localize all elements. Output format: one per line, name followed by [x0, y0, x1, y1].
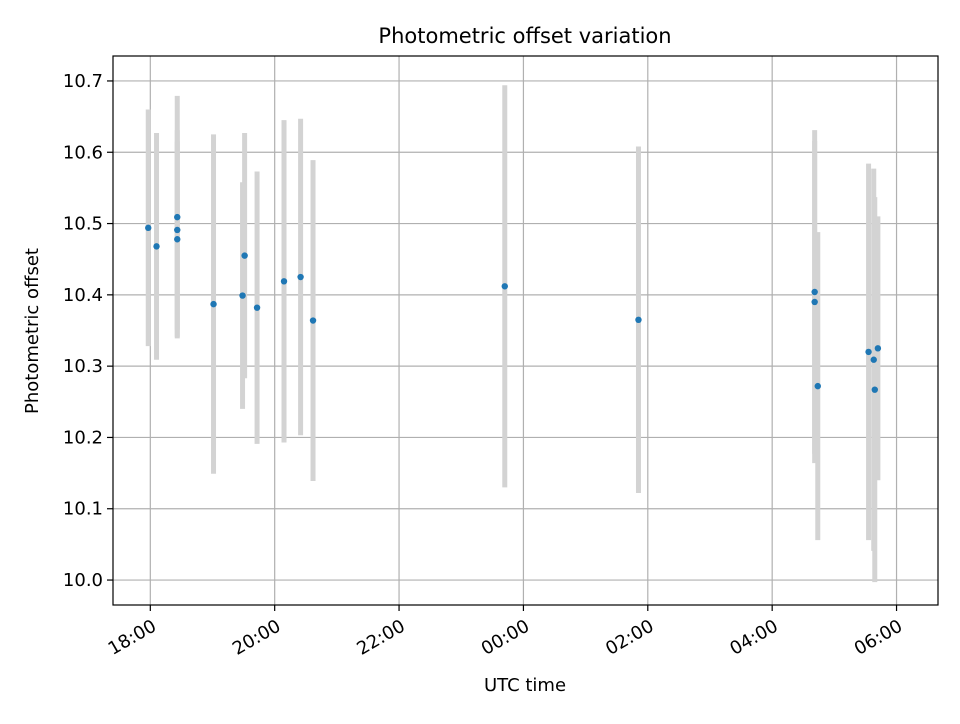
y-tick-label: 10.4	[63, 285, 103, 306]
y-tick-label: 10.7	[63, 71, 103, 92]
chart-title: Photometric offset variation	[378, 24, 671, 48]
data-point	[874, 345, 882, 352]
axes-frame	[112, 55, 939, 606]
data-point	[871, 386, 878, 393]
grid-layer	[113, 56, 938, 605]
data-point	[280, 278, 288, 285]
data-point	[253, 304, 261, 311]
y-tick-label: 10.5	[63, 214, 103, 235]
data-point	[174, 213, 181, 221]
data-point	[153, 243, 160, 250]
data-point	[210, 300, 217, 308]
y-tick-label: 10.2	[63, 427, 103, 448]
y-tick-label: 10.0	[63, 570, 103, 591]
y-axis-label: Photometric offset	[22, 248, 43, 414]
data-point	[635, 316, 642, 324]
data-point	[870, 356, 877, 363]
data-point	[174, 236, 181, 243]
data-point	[239, 292, 246, 299]
data-point	[865, 348, 872, 356]
data-point	[814, 382, 821, 390]
y-tick-label: 10.6	[63, 142, 103, 163]
data-point	[501, 283, 508, 290]
data-point	[811, 288, 818, 296]
y-tick-label: 10.3	[63, 356, 103, 377]
y-tick-layer: 10.0 10.1 10.2 10.3 10.4 10.5 10.6 10.7	[63, 71, 113, 591]
data-point	[174, 226, 181, 234]
y-tick-label: 10.1	[63, 499, 103, 520]
point-layer	[145, 213, 882, 393]
data-point	[145, 224, 152, 232]
data-point	[811, 298, 818, 306]
x-axis-label: UTC time	[484, 675, 566, 696]
data-point	[241, 252, 248, 259]
data-point	[309, 317, 317, 324]
data-point	[297, 273, 304, 281]
